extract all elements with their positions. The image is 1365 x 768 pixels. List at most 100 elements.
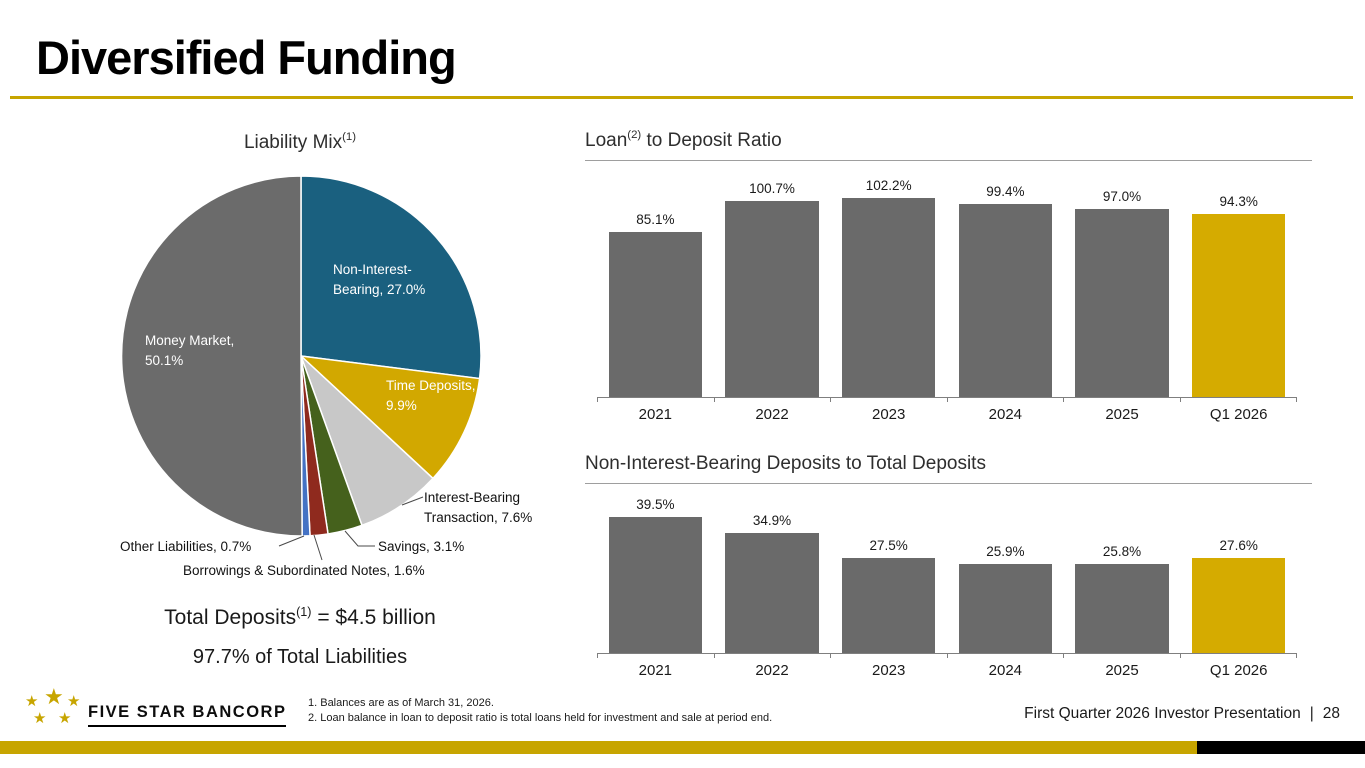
presentation-label: First Quarter 2026 Investor Presentation	[1024, 705, 1301, 722]
pie-title-text: Liability Mix	[243, 132, 343, 153]
pie-slice-money-market	[120, 175, 303, 537]
bar-charts-column: Loan(2) to Deposit Ratio 85.1% 100.7% 102.…	[585, 129, 1312, 679]
axis-tick	[948, 654, 1064, 658]
page-number: 28	[1322, 705, 1340, 722]
bar-q1-2026	[1192, 214, 1286, 397]
axis-tick	[831, 398, 948, 402]
bar-column: 39.5%	[597, 484, 714, 653]
bar-value-label: 100.7%	[749, 181, 795, 196]
bar-column: 25.9%	[947, 484, 1064, 653]
footnote-2: 2. Loan balance in loan to deposit ratio…	[308, 712, 773, 724]
total-deposits-superscript: (1)	[296, 605, 312, 619]
axis-tick	[715, 654, 831, 658]
bar-value-label: 25.9%	[986, 544, 1025, 559]
nib-deposits-chart: Non-Interest-Bearing Deposits to Total D…	[585, 453, 1312, 679]
axis-tick	[597, 398, 715, 402]
page-title: Diversified Funding	[36, 31, 457, 84]
total-deposits-value: = $4.5 billion	[311, 606, 436, 629]
bottom-accent-bar-gold	[0, 741, 1197, 754]
star-icon: ★	[67, 693, 81, 710]
axis-tick	[948, 398, 1064, 402]
bar-column: 99.4%	[947, 161, 1064, 397]
pie-chart: Non-Interest-Bearing, 27.0% Time Deposits…	[20, 120, 580, 590]
pie-label-other-liabilities: Other Liabilities, 0.7%	[120, 539, 252, 554]
bar-column: 27.5%	[830, 484, 947, 653]
category-label: 2022	[755, 406, 789, 423]
bar-2021	[608, 232, 702, 397]
axis-tick	[1181, 398, 1297, 402]
category-label: Q1 2026	[1209, 406, 1268, 423]
bar-column: 102.2%	[830, 161, 947, 397]
pie-leader-line	[313, 534, 323, 561]
bar-column: 85.1%	[597, 161, 714, 397]
pie-title-superscript: (1)	[342, 131, 357, 143]
category-label: 2024	[988, 662, 1023, 679]
category-label: 2023	[871, 406, 906, 423]
nib-deposits-title: Non-Interest-Bearing Deposits to Total D…	[585, 453, 1312, 484]
pie-slice-non-interest-bearing	[300, 175, 482, 380]
bar-value-label: 27.5%	[869, 538, 908, 553]
pie-totals: Total Deposits(1) = $4.5 billion 97.7% o…	[20, 605, 580, 669]
star-icon: ★	[33, 710, 47, 727]
footnote-1: 1. Balances are as of March 31, 2026.	[308, 697, 494, 709]
bar-column: 27.6%	[1180, 484, 1297, 653]
total-deposits-text: Total Deposits	[164, 606, 297, 629]
loan-axis-ticks	[597, 398, 1297, 402]
nib-title-text: Non-Interest-Bearing Deposits to Total D…	[585, 453, 986, 474]
loan-title-rest: to Deposit Ratio	[641, 130, 782, 151]
liability-mix-section: Liability Mix(1) Non-Interest-Bearing, 2…	[20, 120, 580, 700]
category-label: 2025	[1105, 406, 1139, 423]
category-label: 2024	[988, 406, 1023, 423]
axis-tick	[715, 398, 831, 402]
pie-label-savings: Savings, 3.1%	[378, 539, 465, 554]
total-liabilities-note: 97.7% of Total Liabilities	[192, 646, 408, 668]
bar-2024	[958, 204, 1053, 397]
pie-label-non-interest-bearing: Non-Interest-Bearing, 27.0%	[333, 262, 426, 298]
loan-category-labels: 2021 2022 2023 2024 2025 Q1 2026	[597, 402, 1297, 423]
bar-2021	[608, 517, 702, 653]
pie-label-money-market: Money Market, 50.1%	[145, 333, 235, 369]
bar-column: 97.0%	[1064, 161, 1181, 397]
bar-column: 25.8%	[1064, 484, 1181, 653]
nib-axis-ticks	[597, 654, 1297, 658]
category-label: 2021	[638, 406, 673, 423]
loan-to-deposit-title: Loan(2) to Deposit Ratio	[585, 129, 1312, 161]
category-label: Q1 2026	[1209, 662, 1268, 679]
axis-tick	[1064, 398, 1181, 402]
category-label: 2023	[871, 662, 906, 679]
five-star-logo-stars: ★ ★ ★ ★ ★	[24, 686, 86, 732]
bar-value-label: 85.1%	[636, 212, 675, 227]
nib-deposits-plot: 39.5% 34.9% 27.5% 25.9% 25.8% 27.6%	[597, 484, 1297, 654]
pie-chart-title: Liability Mix(1)	[20, 131, 580, 154]
pie-label-interest-bearing-transaction: Interest-Bearing Transaction, 7.6%	[424, 490, 533, 526]
pie-label-borrowings-subordinated-notes: Borrowings & Subordinated Notes, 1.6%	[183, 563, 425, 578]
pie-slice-time-deposits	[298, 354, 481, 480]
axis-tick	[1181, 654, 1297, 658]
pie-leader-line	[401, 496, 424, 506]
star-icon: ★	[25, 693, 39, 710]
bar-2023	[842, 558, 936, 653]
bar-value-label: 39.5%	[636, 497, 675, 512]
title-accent-rule	[10, 96, 1353, 99]
bar-value-label: 27.6%	[1219, 538, 1258, 553]
bar-2025	[1075, 209, 1169, 397]
bar-value-label: 102.2%	[865, 178, 912, 193]
bar-2024	[958, 564, 1053, 653]
bar-q1-2026	[1192, 558, 1286, 653]
footnotes: 1. Balances are as of March 31, 2026. 2.…	[308, 696, 772, 726]
star-icon: ★	[44, 684, 64, 709]
footer-divider: |	[1309, 705, 1314, 722]
bar-value-label: 34.9%	[752, 513, 792, 528]
bar-value-label: 97.0%	[1102, 189, 1142, 204]
axis-tick	[597, 654, 715, 658]
bar-2022	[725, 201, 819, 397]
loan-to-deposit-chart: Loan(2) to Deposit Ratio 85.1% 100.7% 102.…	[585, 129, 1312, 423]
loan-to-deposit-plot: 85.1% 100.7% 102.2% 99.4% 97.0% 94.3%	[597, 161, 1297, 398]
bar-2023	[842, 198, 936, 397]
bar-column: 94.3%	[1180, 161, 1297, 397]
bar-value-label: 94.3%	[1219, 194, 1258, 209]
bar-value-label: 25.8%	[1102, 544, 1142, 559]
category-label: 2025	[1105, 662, 1139, 679]
pie-label-time-deposits: Time Deposits, 9.9%	[386, 378, 476, 414]
